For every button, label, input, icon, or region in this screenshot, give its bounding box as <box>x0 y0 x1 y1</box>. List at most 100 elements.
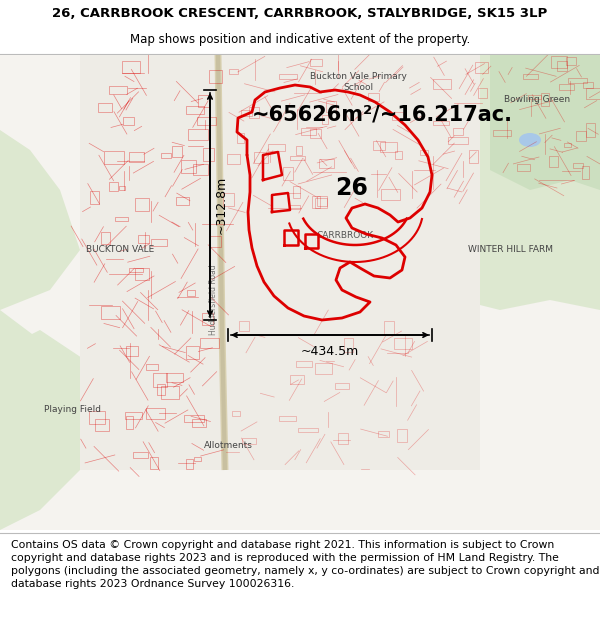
Text: Huddersfield Road: Huddersfield Road <box>209 265 218 335</box>
Bar <box>586 123 595 136</box>
Bar <box>193 164 208 175</box>
Bar <box>316 363 332 374</box>
Bar <box>209 236 221 247</box>
Bar <box>582 166 589 179</box>
Text: WINTER HILL FARM: WINTER HILL FARM <box>467 246 553 254</box>
Bar <box>181 160 196 173</box>
Bar <box>127 346 138 356</box>
Bar <box>397 429 407 442</box>
Bar <box>239 321 249 331</box>
Bar <box>115 217 128 221</box>
Bar <box>146 408 165 419</box>
Bar <box>109 182 118 191</box>
Bar <box>433 79 451 89</box>
Bar <box>209 69 222 82</box>
Bar <box>368 93 379 101</box>
Bar <box>98 102 112 112</box>
Bar <box>122 61 140 73</box>
Bar <box>153 373 167 387</box>
Bar <box>478 88 487 98</box>
Bar <box>338 433 348 444</box>
Bar <box>268 144 286 151</box>
Bar <box>197 117 216 125</box>
Polygon shape <box>420 55 600 310</box>
Bar <box>157 384 164 395</box>
Polygon shape <box>0 330 120 530</box>
Bar <box>161 386 179 399</box>
Bar <box>454 128 463 136</box>
Bar <box>564 142 571 147</box>
Bar <box>119 186 125 191</box>
Text: BUCKTON VALE: BUCKTON VALE <box>86 246 154 254</box>
Text: ~65626m²/~16.217ac.: ~65626m²/~16.217ac. <box>252 105 513 125</box>
Text: ~312.8m: ~312.8m <box>215 176 228 234</box>
Bar <box>95 419 109 431</box>
Bar <box>381 189 400 200</box>
Bar <box>493 130 511 136</box>
Text: Contains OS data © Crown copyright and database right 2021. This information is : Contains OS data © Crown copyright and d… <box>11 539 599 589</box>
Bar <box>549 156 558 168</box>
Bar <box>134 268 149 280</box>
Bar <box>238 133 244 143</box>
Bar <box>109 86 127 94</box>
Polygon shape <box>0 55 100 490</box>
Bar <box>344 338 353 351</box>
Ellipse shape <box>519 133 541 147</box>
Bar <box>138 235 149 242</box>
Text: ~434.5m: ~434.5m <box>301 345 359 358</box>
Bar <box>101 306 121 319</box>
Bar <box>229 69 238 74</box>
Bar <box>186 346 199 359</box>
Bar <box>322 114 328 124</box>
Bar <box>315 198 326 208</box>
Bar <box>146 364 158 370</box>
Bar <box>101 232 110 244</box>
Bar <box>310 59 322 66</box>
Bar <box>296 146 302 154</box>
Bar <box>227 154 240 164</box>
Text: Allotments: Allotments <box>203 441 253 449</box>
Bar <box>241 110 252 116</box>
Bar <box>289 204 299 209</box>
Bar <box>290 156 305 160</box>
Bar <box>151 239 167 246</box>
Bar <box>172 146 182 157</box>
Bar <box>242 438 256 444</box>
Text: Playing Field: Playing Field <box>44 406 101 414</box>
Bar <box>223 193 234 206</box>
Bar <box>186 106 204 114</box>
Bar <box>104 151 124 164</box>
Bar <box>541 93 549 106</box>
Bar <box>176 197 189 206</box>
Bar <box>523 74 538 79</box>
Polygon shape <box>0 55 80 310</box>
Bar <box>583 82 593 88</box>
Bar <box>448 138 467 144</box>
Bar <box>392 112 403 121</box>
Bar <box>185 459 193 469</box>
Bar <box>187 289 194 296</box>
Bar <box>380 142 397 152</box>
Bar <box>528 95 541 99</box>
Bar <box>188 129 208 141</box>
Polygon shape <box>80 55 480 470</box>
Bar <box>433 121 449 125</box>
Bar <box>326 101 337 112</box>
Bar <box>198 94 209 108</box>
Polygon shape <box>490 55 600 190</box>
Bar <box>335 383 349 389</box>
Bar <box>298 428 318 432</box>
Bar <box>203 148 214 161</box>
Bar <box>166 373 183 381</box>
Bar <box>379 431 389 437</box>
Bar <box>184 415 204 422</box>
Bar <box>134 198 149 211</box>
Bar <box>161 152 171 158</box>
Bar <box>283 167 293 180</box>
Bar <box>395 151 401 159</box>
Bar <box>123 118 134 124</box>
Bar <box>254 152 268 163</box>
Bar <box>128 268 143 272</box>
Bar <box>91 191 98 204</box>
Text: Map shows position and indicative extent of the property.: Map shows position and indicative extent… <box>130 33 470 46</box>
